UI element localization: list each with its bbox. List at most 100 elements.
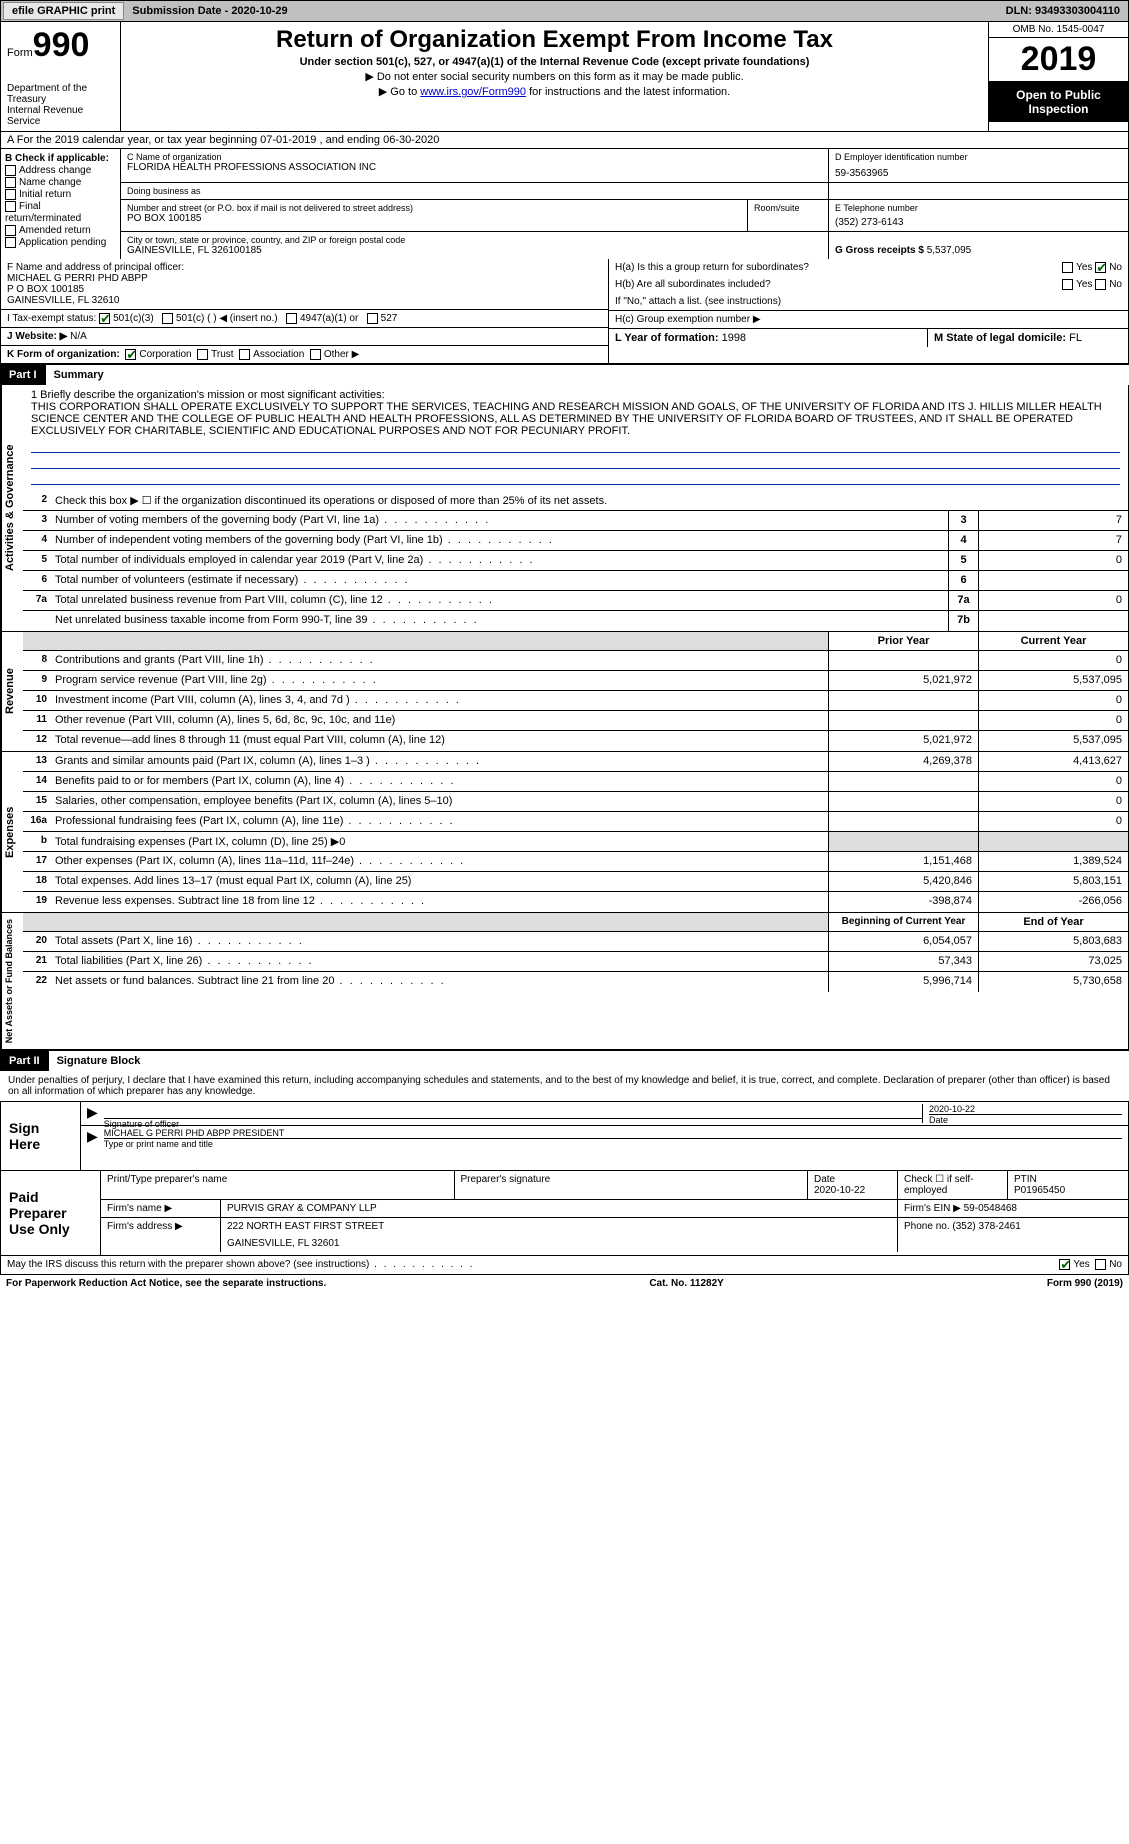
tax-year: 2019 xyxy=(989,38,1128,82)
val-7a: 0 xyxy=(978,591,1128,610)
dba-label: Doing business as xyxy=(127,186,822,196)
section-k: K Form of organization: Corporation Trus… xyxy=(1,346,608,363)
g-gross-label: G Gross receipts $ xyxy=(835,245,924,256)
hb-no[interactable] xyxy=(1095,279,1106,290)
form-title: Return of Organization Exempt From Incom… xyxy=(129,26,980,54)
f-label: F Name and address of principal officer: xyxy=(7,262,602,273)
section-i: I Tax-exempt status: 501(c)(3) 501(c) ( … xyxy=(1,310,608,328)
line-6: Total number of volunteers (estimate if … xyxy=(51,571,948,590)
dln: DLN: 93493303004110 xyxy=(1006,5,1128,17)
preparer-date: 2020-10-22 xyxy=(814,1185,891,1196)
h-b: H(b) Are all subordinates included? Yes … xyxy=(609,276,1128,293)
line-9: Program service revenue (Part VIII, line… xyxy=(51,671,828,690)
gross-receipts: 5,537,095 xyxy=(927,245,972,256)
firm-ein: 59-0548468 xyxy=(964,1203,1017,1214)
form-footer: Form 990 (2019) xyxy=(1047,1278,1123,1289)
ptin: P01965450 xyxy=(1014,1185,1122,1196)
cb-initial-return[interactable]: Initial return xyxy=(5,189,116,200)
vtab-revenue: Revenue xyxy=(1,632,23,751)
ein: 59-3563965 xyxy=(835,168,1122,179)
mission-text: THIS CORPORATION SHALL OPERATE EXCLUSIVE… xyxy=(31,401,1120,437)
cb-corp[interactable] xyxy=(125,349,136,360)
cb-name-change[interactable]: Name change xyxy=(5,177,116,188)
line-2: Check this box ▶ ☐ if the organization d… xyxy=(51,491,1128,510)
h-b-note: If "No," attach a list. (see instruction… xyxy=(609,293,1128,311)
city-state-zip: GAINESVILLE, FL 326100185 xyxy=(127,245,822,256)
form-number: 990 xyxy=(33,26,90,64)
line-14: Benefits paid to or for members (Part IX… xyxy=(51,772,828,791)
cb-app-pending[interactable]: Application pending xyxy=(5,237,116,248)
line-17: Other expenses (Part IX, column (A), lin… xyxy=(51,852,828,871)
cb-501c3[interactable] xyxy=(99,313,110,324)
discuss-no[interactable] xyxy=(1095,1259,1106,1270)
section-m: M State of legal domicile: FL xyxy=(928,329,1128,347)
topbar: efile GRAPHIC print Submission Date - 20… xyxy=(0,0,1129,22)
street-address: PO BOX 100185 xyxy=(127,213,741,224)
dept-treasury: Department of the Treasury Internal Reve… xyxy=(7,83,114,127)
officer-addr2: GAINESVILLE, FL 32610 xyxy=(7,295,602,306)
ha-yes[interactable] xyxy=(1062,262,1073,273)
cb-4947[interactable] xyxy=(286,313,297,324)
signature-declaration: Under penalties of perjury, I declare th… xyxy=(0,1071,1129,1102)
line-8: Contributions and grants (Part VIII, lin… xyxy=(51,651,828,670)
sig-date: 2020-10-22 xyxy=(929,1104,1122,1114)
efile-print-button[interactable]: efile GRAPHIC print xyxy=(3,2,124,20)
line-15: Salaries, other compensation, employee b… xyxy=(51,792,828,811)
submission-date: Submission Date - 2020-10-29 xyxy=(126,5,293,17)
addr-label: Number and street (or P.O. box if mail i… xyxy=(127,203,741,213)
officer-name: MICHAEL G PERRI PHD ABPP xyxy=(7,273,602,284)
paid-preparer-label: Paid Preparer Use Only xyxy=(1,1171,101,1255)
val-4: 7 xyxy=(978,531,1128,550)
subtitle-1: Under section 501(c), 527, or 4947(a)(1)… xyxy=(129,56,980,68)
hb-yes[interactable] xyxy=(1062,279,1073,290)
val-5: 0 xyxy=(978,551,1128,570)
preparer-name-lbl: Print/Type preparer's name xyxy=(101,1171,455,1199)
cb-assoc[interactable] xyxy=(239,349,250,360)
line-11: Other revenue (Part VIII, column (A), li… xyxy=(51,711,828,730)
beg-year-hdr: Beginning of Current Year xyxy=(828,913,978,931)
form-word: Form xyxy=(7,47,33,59)
cb-trust[interactable] xyxy=(197,349,208,360)
section-f: F Name and address of principal officer:… xyxy=(1,259,608,310)
cat-no: Cat. No. 11282Y xyxy=(326,1278,1047,1289)
line-10: Investment income (Part VIII, column (A)… xyxy=(51,691,828,710)
subtitle-3: ▶ Go to www.irs.gov/Form990 for instruct… xyxy=(129,85,980,98)
end-year-hdr: End of Year xyxy=(978,913,1128,931)
room-label: Room/suite xyxy=(754,203,822,213)
line-7a: Total unrelated business revenue from Pa… xyxy=(51,591,948,610)
line-12: Total revenue—add lines 8 through 11 (mu… xyxy=(51,731,828,751)
website: N/A xyxy=(70,331,87,342)
line-20: Total assets (Part X, line 16) xyxy=(51,932,828,951)
cb-final-return[interactable]: Final return/terminated xyxy=(5,201,116,223)
line-18: Total expenses. Add lines 13–17 (must eq… xyxy=(51,872,828,891)
phone: (352) 273-6143 xyxy=(835,217,1122,228)
cb-address-change[interactable]: Address change xyxy=(5,165,116,176)
line-21: Total liabilities (Part X, line 26) xyxy=(51,952,828,971)
cb-527[interactable] xyxy=(367,313,378,324)
discuss-yes[interactable] xyxy=(1059,1259,1070,1270)
line-13: Grants and similar amounts paid (Part IX… xyxy=(51,752,828,771)
firm-phone: (352) 378-2461 xyxy=(952,1221,1020,1232)
discuss-question: May the IRS discuss this return with the… xyxy=(7,1259,475,1270)
part1-header: Part I xyxy=(0,365,46,385)
cb-amended[interactable]: Amended return xyxy=(5,225,116,236)
d-ein-label: D Employer identification number xyxy=(835,152,1122,162)
irs-link[interactable]: www.irs.gov/Form990 xyxy=(420,86,526,98)
vtab-governance: Activities & Governance xyxy=(1,385,23,631)
vtab-net-assets: Net Assets or Fund Balances xyxy=(1,913,23,1049)
ha-no[interactable] xyxy=(1095,262,1106,273)
h-a: H(a) Is this a group return for subordin… xyxy=(609,259,1128,276)
vtab-expenses: Expenses xyxy=(1,752,23,912)
city-label: City or town, state or province, country… xyxy=(127,235,822,245)
firm-address: 222 NORTH EAST FIRST STREET xyxy=(227,1221,891,1232)
current-year-hdr: Current Year xyxy=(978,632,1128,650)
line-4: Number of independent voting members of … xyxy=(51,531,948,550)
b-label: B Check if applicable: xyxy=(5,153,116,164)
cb-501c[interactable] xyxy=(162,313,173,324)
subtitle-2: ▶ Do not enter social security numbers o… xyxy=(129,70,980,83)
self-employed-check[interactable]: Check ☐ if self-employed xyxy=(898,1171,1008,1199)
cb-other[interactable] xyxy=(310,349,321,360)
section-l: L Year of formation: 1998 xyxy=(609,329,928,347)
preparer-sig-lbl: Preparer's signature xyxy=(455,1171,809,1199)
line-7b: Net unrelated business taxable income fr… xyxy=(51,611,948,631)
